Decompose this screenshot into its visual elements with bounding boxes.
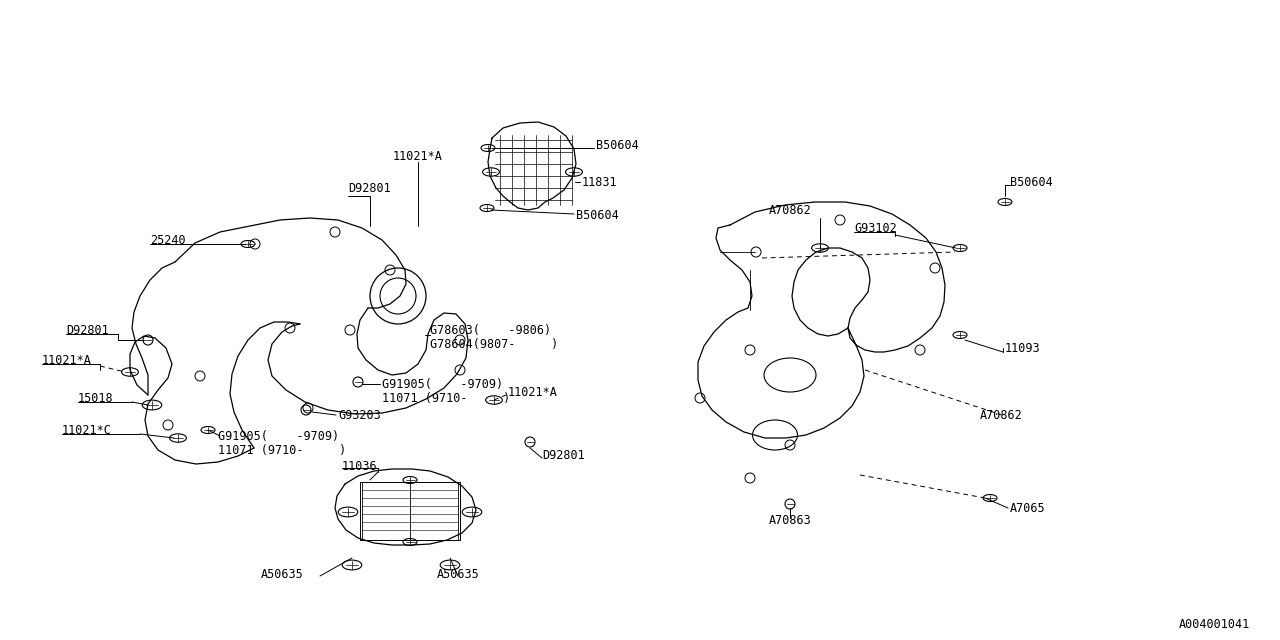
Text: D92801: D92801 (348, 182, 390, 195)
Text: G91905(    -9709): G91905( -9709) (381, 378, 503, 390)
Text: 11021*A: 11021*A (393, 150, 443, 163)
Text: 11071 (9710-     ): 11071 (9710- ) (218, 444, 347, 456)
Text: A50635: A50635 (436, 568, 480, 582)
Text: 11831: 11831 (582, 175, 618, 189)
Text: A004001041: A004001041 (1179, 618, 1251, 632)
Text: G91905(    -9709): G91905( -9709) (218, 429, 339, 442)
Text: D92801: D92801 (67, 323, 109, 337)
Text: G93203: G93203 (338, 408, 380, 422)
Text: B50604: B50604 (576, 209, 618, 221)
Text: 11021*A: 11021*A (42, 353, 92, 367)
Text: A50635: A50635 (261, 568, 303, 582)
Text: 11093: 11093 (1005, 342, 1041, 355)
Text: 11021*A: 11021*A (508, 385, 558, 399)
Text: A70863: A70863 (768, 513, 812, 527)
Text: B50604: B50604 (596, 138, 639, 152)
Text: 15018: 15018 (78, 392, 114, 404)
Text: G78604(9807-     ): G78604(9807- ) (430, 337, 558, 351)
Text: A70862: A70862 (768, 204, 812, 216)
Text: 11071 (9710-     ): 11071 (9710- ) (381, 392, 511, 404)
Text: 25240: 25240 (150, 234, 186, 246)
Text: A70862: A70862 (980, 408, 1023, 422)
Text: 11021*C: 11021*C (61, 424, 111, 436)
Text: B50604: B50604 (1010, 175, 1052, 189)
Text: D92801: D92801 (541, 449, 585, 461)
Text: G78603(    -9806): G78603( -9806) (430, 323, 552, 337)
Text: A7065: A7065 (1010, 502, 1046, 515)
Text: 11036: 11036 (342, 460, 378, 472)
Text: G93102: G93102 (854, 221, 897, 234)
